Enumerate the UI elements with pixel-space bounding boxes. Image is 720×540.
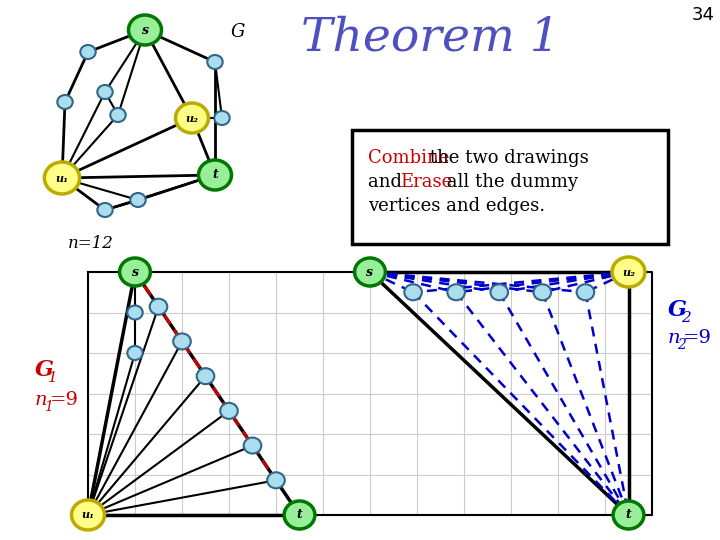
Ellipse shape [45, 162, 80, 194]
Ellipse shape [97, 85, 113, 99]
Text: u₂: u₂ [622, 267, 635, 278]
Text: 2: 2 [681, 311, 690, 325]
Ellipse shape [127, 346, 143, 360]
Text: Theorem 1: Theorem 1 [300, 15, 559, 60]
Text: G: G [35, 359, 54, 381]
Ellipse shape [405, 284, 422, 300]
Ellipse shape [81, 45, 96, 59]
Ellipse shape [150, 299, 167, 315]
Text: G: G [668, 299, 687, 321]
Ellipse shape [490, 284, 508, 300]
Text: G: G [231, 23, 246, 41]
Text: n: n [668, 329, 680, 347]
Text: 34: 34 [691, 6, 714, 24]
Text: t: t [212, 168, 218, 181]
Text: Erase: Erase [400, 173, 452, 191]
Text: Combine: Combine [368, 149, 449, 167]
Ellipse shape [58, 95, 73, 109]
Ellipse shape [284, 501, 315, 529]
Ellipse shape [207, 55, 222, 69]
Ellipse shape [355, 258, 385, 286]
Ellipse shape [127, 306, 143, 320]
Ellipse shape [174, 333, 191, 349]
Ellipse shape [612, 257, 645, 287]
Ellipse shape [120, 258, 150, 286]
Ellipse shape [176, 103, 209, 133]
Text: s: s [366, 266, 374, 279]
Ellipse shape [97, 203, 113, 217]
Text: =9: =9 [50, 391, 79, 409]
Text: s: s [142, 24, 148, 37]
Ellipse shape [613, 501, 644, 529]
Ellipse shape [577, 284, 594, 300]
Text: u₂: u₂ [186, 112, 199, 124]
Ellipse shape [130, 193, 145, 207]
Text: 2: 2 [677, 338, 686, 352]
Text: u₁: u₁ [81, 510, 94, 521]
Text: 1: 1 [48, 371, 58, 385]
Text: and: and [368, 173, 408, 191]
Ellipse shape [267, 472, 285, 488]
Ellipse shape [110, 108, 126, 122]
Text: vertices and edges.: vertices and edges. [368, 197, 545, 215]
Ellipse shape [534, 284, 551, 300]
Ellipse shape [220, 403, 238, 419]
Ellipse shape [197, 368, 215, 384]
Text: s: s [132, 266, 138, 279]
Text: all the dummy: all the dummy [441, 173, 577, 191]
Text: u₁: u₁ [55, 172, 68, 184]
Ellipse shape [128, 15, 161, 45]
FancyBboxPatch shape [352, 130, 668, 244]
Text: the two drawings: the two drawings [424, 149, 589, 167]
Ellipse shape [243, 437, 261, 454]
Text: t: t [297, 509, 302, 522]
Text: n=12: n=12 [68, 234, 114, 252]
Text: =9: =9 [683, 329, 712, 347]
Ellipse shape [199, 160, 232, 190]
Ellipse shape [447, 284, 465, 300]
Ellipse shape [215, 111, 230, 125]
Text: t: t [626, 509, 631, 522]
Text: 1: 1 [44, 400, 53, 414]
Ellipse shape [71, 500, 104, 530]
Text: n: n [35, 391, 48, 409]
